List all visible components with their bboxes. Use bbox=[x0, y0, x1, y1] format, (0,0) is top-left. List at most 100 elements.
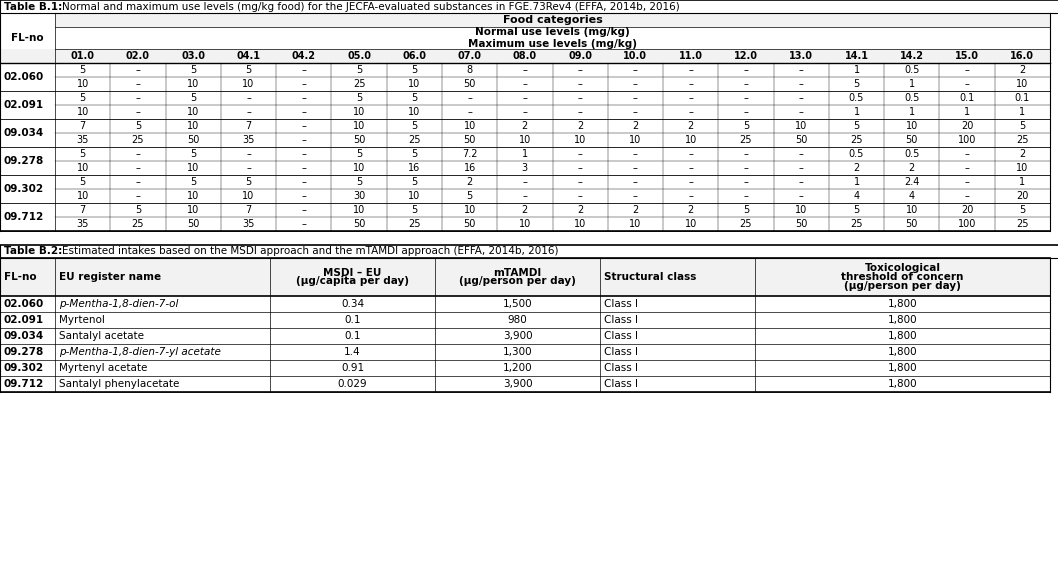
Text: 1,800: 1,800 bbox=[888, 331, 917, 341]
Text: 1,200: 1,200 bbox=[503, 363, 532, 373]
Text: 3: 3 bbox=[522, 163, 528, 173]
Text: –: – bbox=[302, 107, 306, 117]
Text: –: – bbox=[744, 177, 748, 187]
Text: –: – bbox=[799, 191, 804, 201]
Text: –: – bbox=[744, 93, 748, 103]
Text: –: – bbox=[578, 163, 583, 173]
Text: 10: 10 bbox=[76, 107, 89, 117]
Text: 2: 2 bbox=[688, 205, 694, 215]
Text: 7: 7 bbox=[245, 121, 252, 131]
Text: 50: 50 bbox=[795, 135, 807, 145]
Text: 1,800: 1,800 bbox=[888, 299, 917, 309]
Text: Santalyl phenylacetate: Santalyl phenylacetate bbox=[59, 379, 180, 389]
Text: –: – bbox=[744, 79, 748, 89]
Text: 1: 1 bbox=[909, 107, 915, 117]
Text: 0.1: 0.1 bbox=[960, 93, 974, 103]
Text: –: – bbox=[799, 163, 804, 173]
Text: 5: 5 bbox=[743, 121, 749, 131]
Text: 06.0: 06.0 bbox=[402, 51, 426, 61]
Text: 0.91: 0.91 bbox=[341, 363, 364, 373]
Text: –: – bbox=[135, 149, 141, 159]
Text: 10: 10 bbox=[187, 79, 199, 89]
Text: –: – bbox=[523, 191, 527, 201]
Text: 25: 25 bbox=[408, 219, 421, 229]
Text: 0.029: 0.029 bbox=[338, 379, 367, 389]
Text: 13.0: 13.0 bbox=[789, 51, 814, 61]
Text: 980: 980 bbox=[508, 315, 527, 325]
Text: 16: 16 bbox=[463, 163, 476, 173]
Text: 100: 100 bbox=[957, 135, 977, 145]
Text: –: – bbox=[965, 177, 969, 187]
Text: –: – bbox=[633, 191, 638, 201]
Text: 35: 35 bbox=[76, 135, 89, 145]
Text: 3,900: 3,900 bbox=[503, 379, 532, 389]
Text: –: – bbox=[578, 93, 583, 103]
Text: –: – bbox=[744, 191, 748, 201]
Text: 10: 10 bbox=[1017, 79, 1028, 89]
Text: 10: 10 bbox=[408, 79, 420, 89]
Text: –: – bbox=[744, 149, 748, 159]
Text: Santalyl acetate: Santalyl acetate bbox=[59, 331, 144, 341]
Text: 0.5: 0.5 bbox=[905, 93, 919, 103]
Text: 10: 10 bbox=[187, 205, 199, 215]
Text: 16.0: 16.0 bbox=[1010, 51, 1035, 61]
Text: 5: 5 bbox=[412, 121, 418, 131]
Text: –: – bbox=[302, 135, 306, 145]
Text: –: – bbox=[744, 107, 748, 117]
Text: FL-no: FL-no bbox=[12, 33, 43, 43]
Text: 02.060: 02.060 bbox=[4, 299, 44, 309]
Text: 10: 10 bbox=[242, 79, 255, 89]
Text: 05.0: 05.0 bbox=[347, 51, 371, 61]
Text: –: – bbox=[135, 65, 141, 75]
Text: –: – bbox=[633, 163, 638, 173]
Text: 0.1: 0.1 bbox=[344, 315, 361, 325]
Text: 5: 5 bbox=[412, 177, 418, 187]
Text: 01.0: 01.0 bbox=[71, 51, 94, 61]
Text: 2: 2 bbox=[577, 205, 583, 215]
Text: 09.302: 09.302 bbox=[4, 184, 44, 194]
Text: 2: 2 bbox=[1019, 65, 1025, 75]
Text: –: – bbox=[302, 205, 306, 215]
Text: Class I: Class I bbox=[604, 331, 638, 341]
Text: –: – bbox=[523, 107, 527, 117]
Text: 100: 100 bbox=[957, 219, 977, 229]
Text: 1: 1 bbox=[854, 65, 859, 75]
Text: –: – bbox=[247, 107, 251, 117]
Text: Food categories: Food categories bbox=[503, 15, 602, 25]
Text: 25: 25 bbox=[131, 219, 144, 229]
Text: 5: 5 bbox=[245, 177, 252, 187]
Text: p-Mentha-1,8-dien-7-ol: p-Mentha-1,8-dien-7-ol bbox=[59, 299, 179, 309]
Text: –: – bbox=[523, 177, 527, 187]
Text: –: – bbox=[578, 65, 583, 75]
Text: 5: 5 bbox=[245, 65, 252, 75]
Bar bbox=[55, 13, 1050, 27]
Text: –: – bbox=[965, 149, 969, 159]
Text: –: – bbox=[523, 79, 527, 89]
Text: –: – bbox=[302, 163, 306, 173]
Text: –: – bbox=[135, 177, 141, 187]
Text: 50: 50 bbox=[187, 135, 199, 145]
Text: –: – bbox=[247, 93, 251, 103]
Text: 50: 50 bbox=[463, 219, 476, 229]
Text: 7: 7 bbox=[245, 205, 252, 215]
Text: 15.0: 15.0 bbox=[955, 51, 979, 61]
Text: 10: 10 bbox=[906, 121, 918, 131]
Text: 12.0: 12.0 bbox=[734, 51, 758, 61]
Text: –: – bbox=[247, 149, 251, 159]
Text: 10: 10 bbox=[76, 79, 89, 89]
Text: –: – bbox=[799, 177, 804, 187]
Text: 5: 5 bbox=[190, 93, 197, 103]
Text: 04.2: 04.2 bbox=[292, 51, 315, 61]
Text: MSDI – EU: MSDI – EU bbox=[324, 268, 382, 278]
Text: FL-no: FL-no bbox=[4, 272, 37, 282]
Text: –: – bbox=[633, 149, 638, 159]
Text: –: – bbox=[799, 65, 804, 75]
Text: Maximum use levels (mg/kg): Maximum use levels (mg/kg) bbox=[468, 39, 637, 49]
Text: 1.4: 1.4 bbox=[344, 347, 361, 357]
Text: 10: 10 bbox=[463, 205, 476, 215]
Text: –: – bbox=[799, 79, 804, 89]
Text: 50: 50 bbox=[463, 135, 476, 145]
Text: 25: 25 bbox=[851, 219, 862, 229]
Text: 5: 5 bbox=[355, 93, 362, 103]
Text: Structural class: Structural class bbox=[604, 272, 696, 282]
